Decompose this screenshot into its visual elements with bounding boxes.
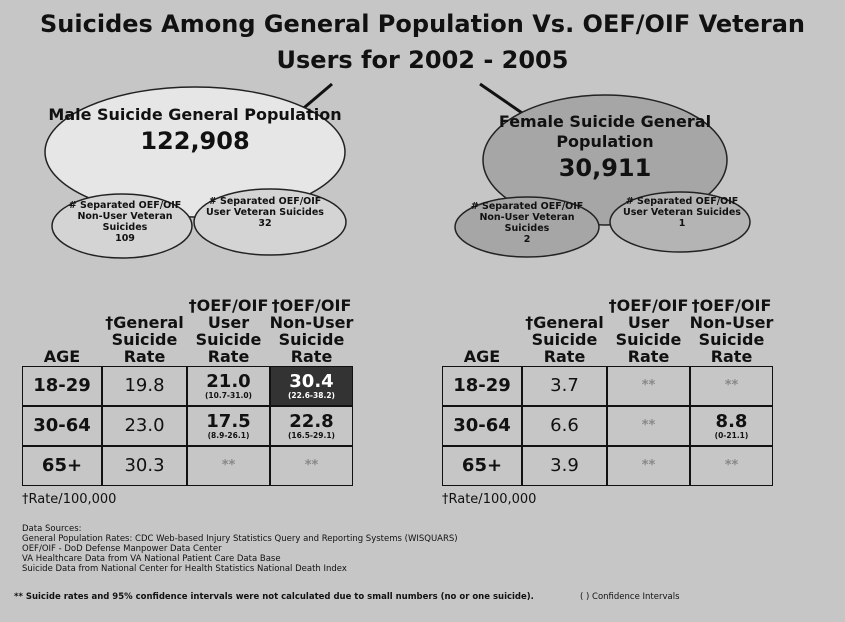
rate-value: 6.6 [550,415,579,436]
veteran-value: 1 [678,218,686,229]
rate-value: 17.5 [206,410,251,432]
rate-cell: ** [690,446,773,486]
rate-cell: 21.0 (10.7-31.0) [187,366,270,406]
veteran-value: 2 [523,234,531,245]
age-cell: 18-29 [22,366,102,406]
rate-value: 3.9 [550,455,579,476]
confidence-interval: (10.7-31.0) [205,390,252,400]
title: Suicides Among General Population Vs. OE… [40,10,805,74]
source-line: Suicide Data from National Center for He… [22,564,347,574]
column-header: †OEF/OIF Non-User Suicide Rate [269,296,354,366]
column-header: †General Suicide Rate [105,313,184,366]
veteran-count: # Separated OEF/OIF User Veteran Suicide… [200,196,330,229]
population-title: Male Suicide General Population [48,105,342,124]
column-header: †OEF/OIF User Suicide Rate [608,296,689,366]
rate-value: ** [641,458,656,473]
population-total: 122,908 [140,127,250,155]
veteran-count: # Separated OEF/OIF Non-User Veteran Sui… [462,201,592,245]
population-total: 30,911 [558,154,652,182]
population-label: Female Suicide General Population 30,911 [485,112,725,184]
veteran-count: # Separated OEF/OIF User Veteran Suicide… [617,196,747,229]
rate-value: ** [724,378,739,393]
veteran-value: 32 [258,218,272,229]
rate-cell: 17.5 (8.9-26.1) [187,406,270,446]
note: ** Suicide rates and 95% confidence inte… [14,592,534,602]
rate-value: 30.3 [124,455,165,476]
rate-value: 8.8 [715,410,748,432]
veteran-label: # Separated OEF/OIF Non-User Veteran Sui… [68,200,182,233]
rate-value: 30.4 [289,370,334,392]
age-cell: 30-64 [442,406,522,446]
rate-cell: ** [690,366,773,406]
rate-value: 3.7 [550,375,579,396]
population-title: Female Suicide General Population [498,112,712,151]
footnote: †Rate/100,000 [442,492,537,507]
note: ( ) Confidence Intervals [580,592,680,602]
rate-cell: 3.9 [522,446,607,486]
rate-cell: 8.8 (0-21.1) [690,406,773,446]
rate-value: ** [641,378,656,393]
source-line: OEF/OIF - DoD Defense Manpower Data Cent… [22,544,222,554]
column-header: AGE [43,347,81,366]
age-cell: 18-29 [442,366,522,406]
rate-cell: 30.3 [102,446,187,486]
veteran-count: # Separated OEF/OIF Non-User Veteran Sui… [60,200,190,244]
rate-value: 21.0 [206,370,251,392]
rate-cell: 3.7 [522,366,607,406]
confidence-interval: (0-21.1) [714,430,749,440]
column-header: †OEF/OIF Non-User Suicide Rate [689,296,774,366]
age-cell: 30-64 [22,406,102,446]
confidence-interval: (22.6-38.2) [288,390,335,400]
age-cell: 65+ [442,446,522,486]
source-line: VA Healthcare Data from VA National Pati… [22,554,281,564]
sources-title: Data Sources: [22,524,82,534]
confidence-interval: (16.5-29.1) [288,430,335,440]
veteran-label: # Separated OEF/OIF Non-User Veteran Sui… [470,201,584,234]
rate-value: ** [641,418,656,433]
veteran-label: # Separated OEF/OIF User Veteran Suicide… [206,196,324,218]
veteran-value: 109 [115,233,135,244]
rate-value: 23.0 [124,415,165,436]
confidence-interval: (8.9-26.1) [207,430,250,440]
rate-cell: 6.6 [522,406,607,446]
rate-cell: ** [270,446,353,486]
age-cell: 65+ [22,446,102,486]
rate-cell: 22.8 (16.5-29.1) [270,406,353,446]
footnote: †Rate/100,000 [22,492,117,507]
rate-cell: 30.4 (22.6-38.2) [270,366,353,406]
rate-cell: 19.8 [102,366,187,406]
small-ellipse [454,196,600,258]
rate-value: 22.8 [289,410,334,432]
connector [479,82,526,117]
population-label: Male Suicide General Population 122,908 [45,105,345,157]
rate-value: ** [304,458,319,473]
rate-cell: ** [607,366,690,406]
rate-value: 19.8 [124,375,165,396]
rate-value: ** [221,458,236,473]
rate-cell: ** [607,446,690,486]
rate-cell: ** [187,446,270,486]
source-line: General Population Rates: CDC Web-based … [22,534,458,544]
rate-cell: 23.0 [102,406,187,446]
column-header: †General Suicide Rate [525,313,604,366]
small-ellipse [51,193,193,259]
veteran-label: # Separated OEF/OIF User Veteran Suicide… [623,196,741,218]
column-header: AGE [463,347,501,366]
small-ellipse [193,188,347,256]
rate-value: ** [724,458,739,473]
column-header: †OEF/OIF User Suicide Rate [188,296,269,366]
rate-cell: ** [607,406,690,446]
small-ellipse [609,191,751,253]
